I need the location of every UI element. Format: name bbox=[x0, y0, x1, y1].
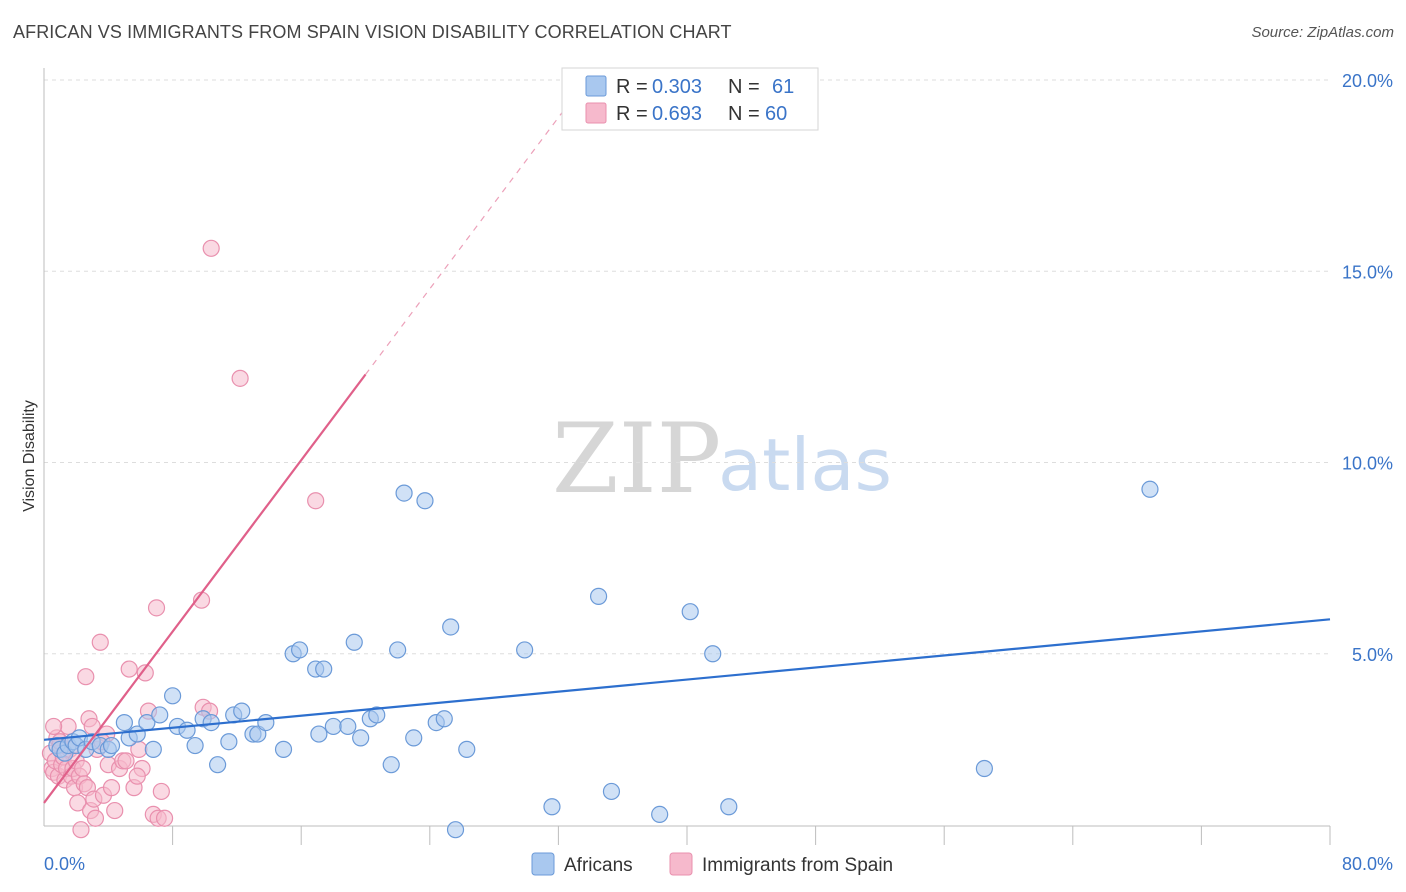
african-point-57 bbox=[651, 805, 669, 824]
legend-spain-n-label: N = bbox=[728, 103, 760, 125]
african-point-21 bbox=[186, 736, 204, 755]
african-point-11 bbox=[102, 736, 121, 755]
y-tick-label-15: 15.0% bbox=[1342, 262, 1393, 282]
legend-spain-n-value: 60 bbox=[765, 103, 787, 125]
african-point-12 bbox=[115, 713, 133, 732]
legend-spain-r-value: 0.693 bbox=[652, 103, 702, 125]
y-axis-tick-labels: 5.0% 10.0% 15.0% 20.0% bbox=[1342, 71, 1393, 665]
watermark-atlas: atlas bbox=[718, 423, 892, 507]
spain-point-52 bbox=[202, 239, 220, 257]
african-point-47 bbox=[416, 492, 434, 510]
spain-point-43 bbox=[136, 664, 154, 682]
african-point-39 bbox=[345, 633, 363, 651]
bottom-legend-spain-swatch bbox=[669, 852, 693, 876]
spain-point-30 bbox=[91, 633, 109, 651]
legend-africans-r-value: 0.303 bbox=[652, 76, 702, 98]
african-point-40 bbox=[352, 729, 370, 747]
african-point-17 bbox=[151, 706, 169, 724]
african-point-58 bbox=[681, 603, 699, 621]
spain-point-48 bbox=[147, 599, 166, 617]
african-point-16 bbox=[144, 740, 162, 758]
african-point-43 bbox=[382, 756, 400, 774]
africans-trend-line bbox=[43, 618, 1331, 741]
legend-spain-swatch bbox=[585, 102, 607, 124]
bottom-legend-africans-label: Africans bbox=[564, 855, 633, 876]
african-point-42 bbox=[368, 706, 386, 724]
spain-point-47 bbox=[152, 782, 170, 801]
spain-point-34 bbox=[102, 779, 121, 797]
spain-point-17 bbox=[69, 794, 87, 812]
trend-lines bbox=[43, 74, 1331, 804]
series-africans-points bbox=[48, 480, 1159, 839]
spain-point-38 bbox=[117, 752, 135, 770]
spain-point-20 bbox=[73, 759, 92, 778]
african-point-59 bbox=[704, 645, 722, 663]
x-tick-label-min: 0.0% bbox=[44, 854, 85, 874]
legend-africans-n-value: 61 bbox=[772, 76, 794, 98]
source-label: Source: ZipAtlas.com bbox=[1251, 24, 1394, 41]
legend-spain-r-label: R = bbox=[616, 103, 648, 125]
spain-point-53 bbox=[231, 369, 249, 387]
y-tick-label-20: 20.0% bbox=[1342, 71, 1393, 91]
bottom-legend: Africans Immigrants from Spain bbox=[531, 852, 893, 876]
african-point-56 bbox=[602, 782, 621, 801]
african-point-53 bbox=[516, 641, 534, 659]
african-point-33 bbox=[290, 641, 309, 659]
x-axis-ticks bbox=[172, 826, 1331, 845]
african-point-35 bbox=[315, 660, 333, 678]
african-point-27 bbox=[233, 702, 251, 720]
spain-trend-line bbox=[43, 373, 367, 804]
spain-point-35 bbox=[106, 801, 124, 820]
spain-point-39 bbox=[120, 660, 138, 678]
watermark: ZIP atlas bbox=[552, 403, 892, 515]
african-point-18 bbox=[164, 687, 182, 705]
african-point-46 bbox=[405, 729, 423, 747]
african-point-50 bbox=[442, 618, 460, 636]
african-point-36 bbox=[310, 725, 328, 743]
legend-africans-r-label: R = bbox=[616, 76, 648, 98]
african-point-61 bbox=[975, 759, 993, 778]
african-point-52 bbox=[458, 740, 476, 758]
african-point-51 bbox=[446, 821, 465, 839]
african-point-49 bbox=[435, 710, 453, 728]
african-point-24 bbox=[209, 756, 227, 774]
spain-point-22 bbox=[77, 668, 95, 686]
african-point-55 bbox=[589, 587, 608, 605]
african-point-20 bbox=[178, 721, 196, 739]
legend-africans-n-label: N = bbox=[728, 76, 760, 98]
african-point-25 bbox=[220, 733, 238, 751]
spain-point-19 bbox=[72, 821, 90, 839]
y-axis-title: Vision Disability bbox=[21, 400, 38, 512]
spain-point-59 bbox=[155, 809, 174, 827]
african-point-30 bbox=[257, 713, 275, 732]
african-point-38 bbox=[339, 717, 357, 736]
african-point-62 bbox=[1141, 480, 1159, 498]
grid-lines bbox=[44, 79, 1330, 655]
y-tick-label-10: 10.0% bbox=[1342, 454, 1393, 474]
series-immigrants-from-spain-points bbox=[41, 239, 325, 839]
african-point-45 bbox=[395, 484, 413, 502]
y-tick-label-5: 5.0% bbox=[1352, 645, 1393, 665]
x-tick-label-max: 80.0% bbox=[1342, 854, 1393, 874]
legend-africans-swatch bbox=[585, 75, 607, 97]
spain-point-28 bbox=[86, 809, 105, 827]
spain-point-55 bbox=[45, 717, 63, 736]
watermark-zip: ZIP bbox=[552, 403, 721, 515]
bottom-legend-spain-label: Immigrants from Spain bbox=[702, 855, 893, 876]
african-point-54 bbox=[543, 798, 561, 816]
african-point-37 bbox=[324, 717, 342, 736]
spain-point-58 bbox=[128, 767, 146, 785]
spain-point-54 bbox=[307, 492, 325, 510]
african-point-31 bbox=[274, 740, 293, 758]
bottom-legend-africans-swatch bbox=[531, 852, 555, 876]
spain-trend-line-extension bbox=[365, 74, 592, 375]
legend: R = 0.303 N = 61 R = 0.693 N = 60 bbox=[561, 67, 819, 131]
chart-title: AFRICAN VS IMMIGRANTS FROM SPAIN VISION … bbox=[13, 22, 732, 42]
african-point-60 bbox=[720, 798, 738, 816]
african-point-44 bbox=[389, 641, 407, 659]
